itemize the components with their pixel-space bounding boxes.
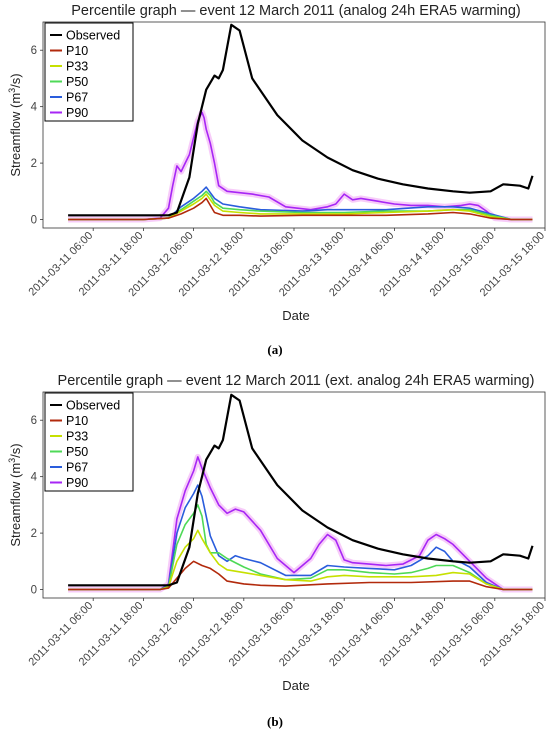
legend-label-P90: P90 xyxy=(66,106,88,120)
series-line-P90 xyxy=(68,456,533,591)
caption-b: (b) xyxy=(0,714,550,730)
y-tick-label: 2 xyxy=(31,158,37,170)
percentile-chart-b: Percentile graph — event 12 March 2011 (… xyxy=(7,373,547,693)
y-axis-label: Streamflow (m3/s) xyxy=(7,443,23,546)
legend-box xyxy=(44,22,134,122)
y-axis-label: Streamflow (m3/s) xyxy=(7,73,23,176)
legend-label-P33: P33 xyxy=(66,430,88,444)
legend-label-Observed: Observed xyxy=(66,399,120,413)
legend-label-P67: P67 xyxy=(66,461,88,475)
caption-b-label: (b) xyxy=(267,714,283,729)
legend-label-P67: P67 xyxy=(66,91,88,105)
legend-label-P33: P33 xyxy=(66,60,88,74)
series-line-P33 xyxy=(68,193,533,221)
y-tick-label: 6 xyxy=(31,45,37,57)
y-tick-label: 4 xyxy=(31,472,38,484)
y-tick-label: 6 xyxy=(31,415,37,427)
series-line-P10 xyxy=(68,560,533,591)
chart-panel-b: Percentile graph — event 12 March 2011 (… xyxy=(0,370,550,715)
series-P90-shade xyxy=(68,109,533,223)
series-line-P50 xyxy=(68,504,533,591)
chart-title: Percentile graph — event 12 March 2011 (… xyxy=(58,373,535,389)
legend-label-P10: P10 xyxy=(66,44,88,58)
series-line-Observed xyxy=(68,393,534,587)
series-line-P33 xyxy=(68,529,533,591)
y-tick-label: 2 xyxy=(31,528,37,540)
series-line-Observed xyxy=(68,23,534,217)
legend-label-P50: P50 xyxy=(66,75,88,89)
chart-title: Percentile graph — event 12 March 2011 (… xyxy=(71,3,520,19)
series-line-P10 xyxy=(68,197,533,221)
percentile-chart-a: Percentile graph — event 12 March 2011 (… xyxy=(7,3,547,323)
legend-label-Observed: Observed xyxy=(66,29,120,43)
chart-panel-a: Percentile graph — event 12 March 2011 (… xyxy=(0,0,550,345)
series-line-P67 xyxy=(68,484,533,591)
y-tick-label: 0 xyxy=(31,585,37,597)
x-axis-label: Date xyxy=(282,678,309,693)
caption-a: (a) xyxy=(0,342,550,358)
caption-a-label: (a) xyxy=(267,342,283,357)
x-axis-label: Date xyxy=(282,308,309,323)
y-tick-label: 0 xyxy=(31,215,37,227)
legend-label-P10: P10 xyxy=(66,414,88,428)
legend-label-P90: P90 xyxy=(66,476,88,490)
legend-label-P50: P50 xyxy=(66,445,88,459)
y-tick-label: 4 xyxy=(31,102,38,114)
legend-box xyxy=(44,392,134,492)
